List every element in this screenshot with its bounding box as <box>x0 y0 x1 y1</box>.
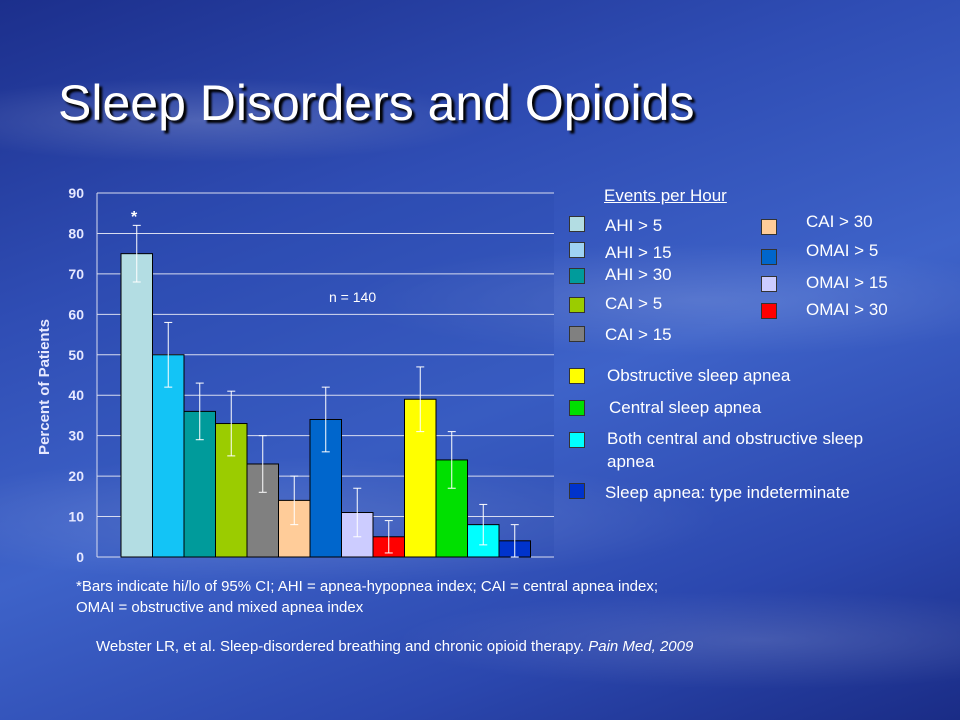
footnote-line-2: OMAI = obstructive and mixed apnea index <box>76 599 364 616</box>
citation-text: Webster LR, et al. Sleep-disordered brea… <box>96 638 589 655</box>
legend-swatch <box>569 216 585 232</box>
y-tick-label: 0 <box>76 549 84 565</box>
legend-heading: Events per Hour <box>604 186 727 205</box>
legend-label: Sleep apnea: type indeterminate <box>605 483 850 502</box>
y-axis-label: Percent of Patients <box>36 319 53 455</box>
bars <box>120 253 531 558</box>
y-tick-label: 40 <box>68 387 84 403</box>
legend-label: OMAI > 5 <box>806 241 879 260</box>
legend-swatch <box>761 249 777 265</box>
legend-label: Both central and obstructive sleep apnea <box>607 429 864 471</box>
y-tick-label: 20 <box>68 468 84 484</box>
y-tick-label: 30 <box>68 428 84 444</box>
slide-title: Sleep Disorders and Opioids <box>58 75 695 131</box>
legend-label: AHI > 30 <box>605 265 672 284</box>
legend-swatch <box>569 297 585 313</box>
legend-label: Central sleep apnea <box>609 398 762 417</box>
legend-label: CAI > 30 <box>806 212 873 231</box>
y-tick-label: 60 <box>68 306 84 322</box>
legend-swatch <box>761 276 777 292</box>
legend-swatch <box>569 432 585 448</box>
footnote-line-1: *Bars indicate hi/lo of 95% CI; AHI = ap… <box>76 578 659 595</box>
legend-swatch <box>569 268 585 284</box>
y-tick-label: 70 <box>68 266 84 282</box>
legend-label: OMAI > 30 <box>806 300 888 319</box>
legend-label: CAI > 5 <box>605 294 663 313</box>
legend-swatch <box>569 368 585 384</box>
legend-swatch <box>569 400 585 416</box>
y-tick-label: 80 <box>68 225 84 241</box>
legend-label: AHI > 15 <box>605 243 672 262</box>
legend-label: Obstructive sleep apnea <box>607 366 791 385</box>
sample-size-annotation: n = 140 <box>329 289 376 305</box>
legend-swatch <box>569 326 585 342</box>
error-bars <box>132 224 519 558</box>
legend-label: OMAI > 15 <box>806 273 888 292</box>
legend-swatch <box>569 242 585 258</box>
legend-swatch <box>761 219 777 235</box>
legend-label: AHI > 5 <box>605 216 663 235</box>
legend-swatch <box>569 483 585 499</box>
bar <box>120 253 153 558</box>
y-tick-labels: 0 10 20 30 40 50 60 70 80 90 <box>68 185 84 565</box>
legend-swatch <box>761 303 777 319</box>
y-tick-label: 90 <box>68 185 84 201</box>
y-tick-label: 10 <box>68 509 84 525</box>
legend-label: CAI > 15 <box>605 325 672 344</box>
y-tick-label: 50 <box>68 347 84 363</box>
significance-asterisk: * <box>131 209 138 226</box>
citation: Webster LR, et al. Sleep-disordered brea… <box>96 638 693 655</box>
citation-journal: Pain Med, 2009 <box>588 638 694 655</box>
